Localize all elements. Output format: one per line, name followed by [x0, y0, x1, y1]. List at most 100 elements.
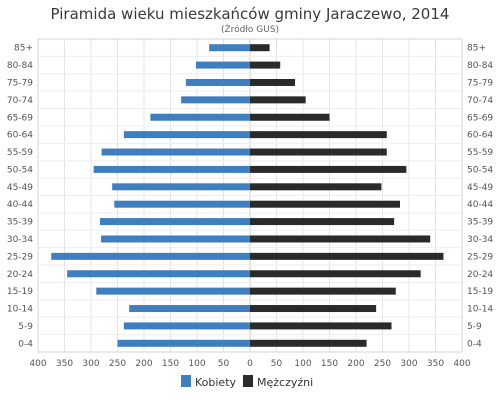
bar-mezczyzni-85+ [250, 44, 270, 52]
category-label-left: 5-9 [18, 322, 33, 332]
bar-mezczyzni-75-79 [250, 78, 296, 86]
legend-label-mezczyzni: Mężczyźni [257, 376, 313, 389]
bars [51, 44, 444, 347]
category-label-right: 75-79 [467, 78, 493, 88]
chart-subtitle: (Źródło GUS) [221, 23, 279, 35]
bar-mezczyzni-15-19 [250, 287, 396, 295]
category-label-left: 15-19 [7, 287, 33, 297]
bar-mezczyzni-50-54 [250, 165, 407, 173]
category-label-left: 60-64 [7, 131, 33, 141]
bar-kobiety-5-9 [123, 322, 250, 330]
bar-mezczyzni-80-84 [250, 61, 281, 69]
bar-mezczyzni-45-49 [250, 183, 382, 191]
x-tick-label: 100 [294, 359, 311, 369]
bar-kobiety-60-64 [123, 131, 250, 139]
category-labels: 85+ 85+ 80-84 80-84 75-79 75-79 70-74 70-74 65-6… [7, 44, 494, 350]
x-tick-label: 50 [218, 359, 230, 369]
category-label-left: 50-54 [7, 165, 33, 175]
bar-mezczyzni-65-69 [250, 113, 330, 121]
category-label-right: 85+ [467, 44, 486, 54]
bar-kobiety-35-39 [100, 218, 250, 226]
bar-mezczyzni-55-59 [250, 148, 387, 156]
category-label-right: 55-59 [467, 148, 493, 158]
category-label-left: 25-29 [7, 252, 33, 262]
chart-title: Piramida wieku mieszkańców gminy Jaracze… [51, 5, 450, 23]
legend-swatch-kobiety [181, 375, 191, 387]
x-tick-label: 400 [29, 359, 46, 369]
category-label-right: 40-44 [467, 200, 493, 210]
x-tick-label: 400 [453, 359, 470, 369]
category-label-right: 80-84 [467, 61, 493, 71]
bar-kobiety-30-34 [101, 235, 250, 243]
category-label-left: 55-59 [7, 148, 33, 158]
category-label-right: 30-34 [467, 235, 493, 245]
category-label-right: 0-4 [467, 339, 482, 349]
category-label-right: 10-14 [467, 305, 493, 315]
bar-kobiety-65-69 [150, 113, 250, 121]
category-label-left: 10-14 [7, 305, 33, 315]
category-label-right: 60-64 [467, 131, 493, 141]
x-tick-label: 300 [82, 359, 99, 369]
category-label-right: 5-9 [467, 322, 482, 332]
category-label-left: 75-79 [7, 78, 33, 88]
legend-swatch-mezczyzni [243, 375, 253, 387]
category-label-left: 20-24 [7, 270, 33, 280]
bar-mezczyzni-0-4 [250, 339, 367, 347]
category-label-left: 40-44 [7, 200, 33, 210]
category-label-right: 50-54 [467, 165, 493, 175]
x-tick-label: 100 [188, 359, 205, 369]
category-label-right: 20-24 [467, 270, 493, 280]
category-label-right: 35-39 [467, 218, 493, 228]
bar-kobiety-20-24 [67, 270, 251, 278]
bar-kobiety-15-19 [96, 287, 250, 295]
category-label-left: 70-74 [7, 96, 33, 106]
bar-kobiety-85+ [209, 44, 250, 52]
category-label-right: 70-74 [467, 96, 493, 106]
category-label-right: 45-49 [467, 183, 493, 193]
category-label-left: 30-34 [7, 235, 33, 245]
plot-frame [37, 38, 463, 353]
bar-mezczyzni-60-64 [250, 131, 387, 139]
x-tick-label: 150 [321, 359, 338, 369]
bar-kobiety-70-74 [181, 96, 250, 104]
category-label-right: 25-29 [467, 252, 493, 262]
bar-mezczyzni-40-44 [250, 200, 400, 208]
bar-mezczyzni-70-74 [250, 96, 306, 104]
bar-kobiety-50-54 [93, 165, 251, 173]
x-tick-label: 350 [427, 359, 444, 369]
category-label-left: 45-49 [7, 183, 33, 193]
x-tick-label: 50 [271, 359, 283, 369]
grid [37, 38, 463, 353]
category-label-left: 85+ [14, 44, 33, 54]
bar-mezczyzni-5-9 [250, 322, 392, 330]
category-label-left: 35-39 [7, 218, 33, 228]
bar-kobiety-40-44 [114, 200, 250, 208]
x-tick-label: 250 [374, 359, 391, 369]
bar-mezczyzni-10-14 [250, 305, 377, 313]
x-tick-label: 300 [400, 359, 417, 369]
x-axis-ticks: 400 350 300 250 200 150 100 50 0 50 100 150 200 250 30… [29, 359, 470, 369]
bar-kobiety-75-79 [185, 78, 250, 86]
bar-kobiety-80-84 [195, 61, 250, 69]
bar-kobiety-25-29 [51, 252, 250, 260]
x-tick-label: 150 [162, 359, 179, 369]
category-label-left: 80-84 [7, 61, 33, 71]
x-tick-label: 250 [109, 359, 126, 369]
category-label-right: 65-69 [467, 113, 493, 123]
bar-kobiety-10-14 [129, 305, 250, 313]
bar-mezczyzni-25-29 [250, 252, 444, 260]
legend-label-kobiety: Kobiety [195, 376, 237, 389]
category-label-left: 0-4 [18, 339, 33, 349]
bar-kobiety-0-4 [117, 339, 250, 347]
bar-mezczyzni-30-34 [250, 235, 431, 243]
bar-kobiety-55-59 [101, 148, 250, 156]
legend: Kobiety Mężczyźni [181, 375, 313, 389]
bar-mezczyzni-35-39 [250, 218, 395, 226]
x-tick-label: 0 [247, 359, 253, 369]
category-label-left: 65-69 [7, 113, 33, 123]
x-tick-label: 350 [56, 359, 73, 369]
x-tick-label: 200 [135, 359, 152, 369]
category-label-right: 15-19 [467, 287, 493, 297]
x-tick-label: 200 [347, 359, 364, 369]
